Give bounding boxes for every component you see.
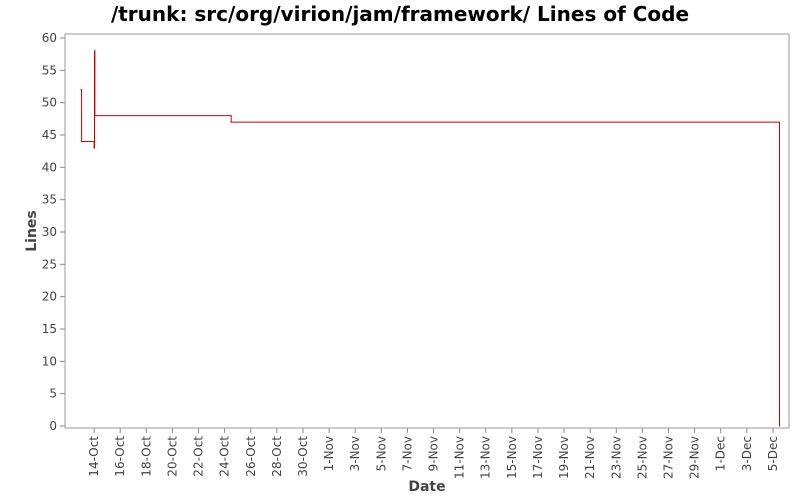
x-tick-label: 3-Dec (740, 436, 754, 471)
y-tick-label: 45 (42, 128, 57, 142)
x-tick-label: 15-Nov (505, 436, 519, 479)
data-point (80, 140, 83, 143)
y-tick-label: 5 (49, 387, 57, 401)
data-point (94, 115, 96, 117)
y-tick-label: 50 (42, 96, 57, 110)
x-tick-label: 9-Nov (427, 436, 441, 471)
data-point (93, 50, 96, 52)
x-tick-label: 24-Oct (218, 436, 232, 477)
y-tick-label: 10 (42, 354, 57, 368)
x-tick-label: 16-Oct (113, 436, 127, 477)
x-tick-label: 3-Nov (348, 436, 362, 471)
x-tick-label: 30-Oct (296, 436, 310, 477)
x-tick-label: 5-Dec (766, 436, 780, 471)
x-tick-label: 27-Nov (662, 436, 676, 479)
y-tick-label: 35 (42, 193, 57, 207)
x-tick-label: 22-Oct (192, 436, 206, 477)
x-axis-title: Date (408, 479, 445, 495)
x-tick-label: 14-Oct (87, 436, 101, 477)
x-tick-label: 26-Oct (244, 436, 258, 477)
x-tick-label: 7-Nov (400, 436, 414, 471)
chart-title: /trunk: src/org/virion/jam/framework/ Li… (110, 2, 690, 26)
data-point (230, 121, 232, 123)
y-tick-label: 20 (42, 290, 57, 304)
x-tick-label: 1-Nov (322, 436, 336, 471)
x-tick-label: 13-Nov (479, 436, 493, 479)
y-tick-label: 25 (42, 257, 57, 271)
x-tick-label: 5-Nov (374, 436, 388, 471)
x-tick-label: 11-Nov (453, 436, 467, 479)
data-point (778, 425, 781, 427)
plot-area (64, 33, 790, 429)
x-tick-label: 1-Dec (714, 436, 728, 471)
x-tick-label: 20-Oct (165, 436, 179, 477)
y-tick-label: 0 (49, 419, 57, 433)
x-tick-label: 21-Nov (583, 436, 597, 479)
x-tick-label: 23-Nov (609, 436, 623, 479)
y-axis-title: Lines (24, 210, 40, 252)
data-point (80, 89, 82, 91)
data-point (93, 147, 95, 149)
x-tick-label: 19-Nov (557, 436, 571, 479)
series-group (80, 50, 781, 427)
x-axis: 14-Oct 16-Oct 18-Oct 20-Oct 22-Oct 24-Oct 26-O… (87, 428, 780, 479)
y-tick-label: 40 (42, 160, 57, 174)
y-tick-label: 55 (42, 63, 57, 77)
x-tick-label: 29-Nov (688, 436, 702, 479)
y-axis: 0 5 10 15 20 25 30 35 40 45 50 55 60 (42, 31, 65, 433)
x-tick-label: 25-Nov (635, 436, 649, 479)
y-tick-label: 15 (42, 322, 57, 336)
x-tick-label: 28-Oct (270, 436, 284, 477)
y-tick-label: 60 (42, 31, 57, 45)
y-tick-label: 30 (42, 225, 57, 239)
x-tick-label: 17-Nov (531, 436, 545, 479)
x-tick-label: 18-Oct (139, 436, 153, 477)
